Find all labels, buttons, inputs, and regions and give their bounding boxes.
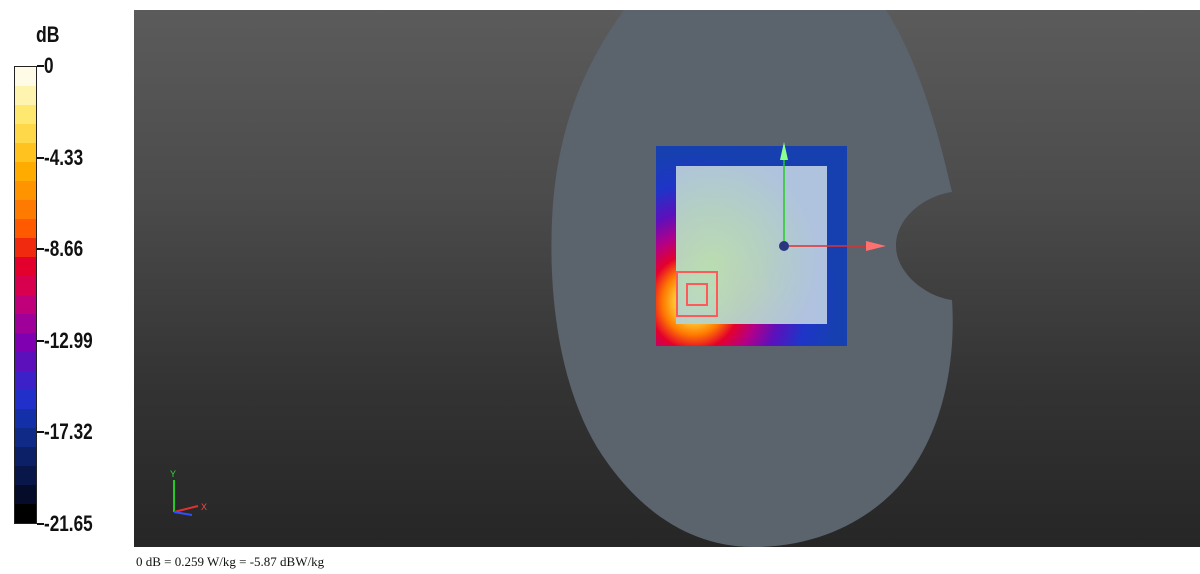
color-scale-segment xyxy=(15,86,36,105)
3d-viewport[interactable]: Y X xyxy=(134,10,1200,547)
scan-coordinate-axes xyxy=(779,142,886,251)
color-scale-segment xyxy=(15,143,36,162)
color-scale-segment xyxy=(15,219,36,238)
color-scale-segment xyxy=(15,409,36,428)
color-scale-segment xyxy=(15,428,36,447)
legend-tick-label: -21.65 xyxy=(44,511,93,536)
zoom-scan-box-outer xyxy=(676,271,718,317)
axes-triad-y-label: Y xyxy=(170,469,176,479)
legend-tick xyxy=(37,431,44,433)
color-scale-legend: dB 0 -4.33 -8.66 -12.99 -17.32 -21.65 xyxy=(0,0,132,560)
color-scale-segment xyxy=(15,67,36,86)
legend-tick xyxy=(37,523,44,525)
viewport-scene: Y X xyxy=(170,10,953,547)
color-scale-segment xyxy=(15,257,36,276)
legend-tick xyxy=(37,340,44,342)
legend-unit: dB xyxy=(36,22,60,47)
color-scale-segment xyxy=(15,124,36,143)
legend-tick-label: 0 xyxy=(44,53,54,78)
color-scale-segment xyxy=(15,105,36,124)
color-scale-bar xyxy=(14,66,37,524)
legend-tick-label: -4.33 xyxy=(44,145,84,170)
color-scale-segment xyxy=(15,314,36,333)
legend-tick xyxy=(37,248,44,250)
zoom-scan-box-inner xyxy=(686,283,708,306)
legend-tick xyxy=(37,157,44,159)
color-scale-segment xyxy=(15,295,36,314)
legend-tick-label: -12.99 xyxy=(44,328,93,353)
color-scale-segment xyxy=(15,504,36,523)
color-scale-segment xyxy=(15,485,36,504)
color-scale-segment xyxy=(15,371,36,390)
legend-tick-label: -17.32 xyxy=(44,419,93,444)
color-scale-segment xyxy=(15,181,36,200)
reference-level-note: 0 dB = 0.259 W/kg = -5.87 dBW/kg xyxy=(136,554,325,569)
color-scale-segment xyxy=(15,466,36,485)
color-scale-segment xyxy=(15,276,36,295)
color-scale-segment xyxy=(15,390,36,409)
color-scale-segment xyxy=(15,447,36,466)
color-scale-segment xyxy=(15,200,36,219)
color-scale-segment xyxy=(15,238,36,257)
color-scale-segment xyxy=(15,333,36,352)
legend-tick xyxy=(37,65,44,67)
legend-tick-label: -8.66 xyxy=(44,236,84,261)
color-scale-segment xyxy=(15,162,36,181)
axes-triad-icon xyxy=(173,480,199,516)
color-scale-segment xyxy=(15,352,36,371)
axes-triad-x-label: X xyxy=(201,502,207,512)
